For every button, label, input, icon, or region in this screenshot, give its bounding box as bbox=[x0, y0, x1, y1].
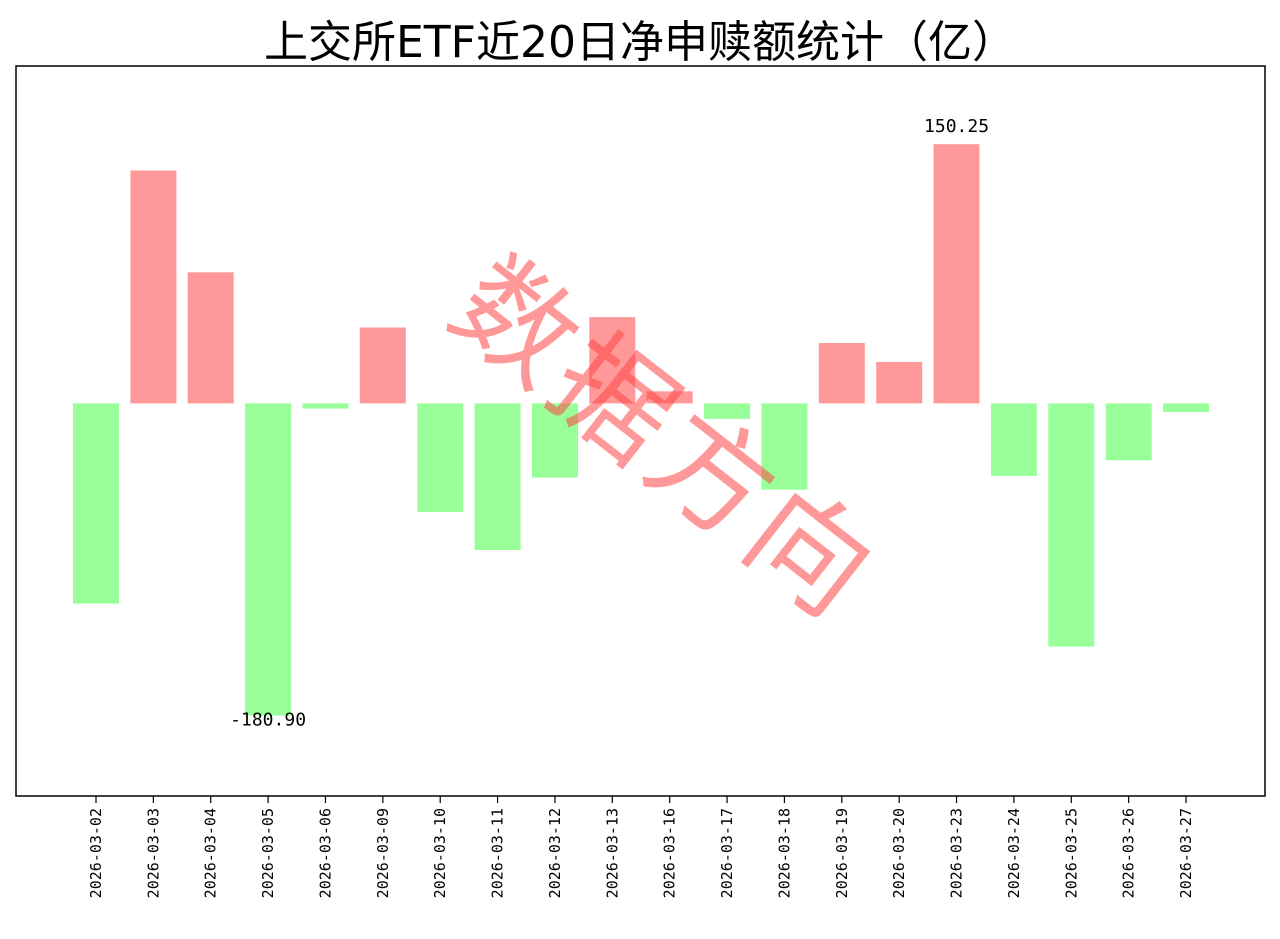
chart-title: 上交所ETF近20日净申赎额统计（亿） bbox=[264, 17, 1016, 68]
bar-2026-03-25 bbox=[1048, 403, 1095, 647]
bar-2026-03-09 bbox=[359, 327, 406, 404]
bar-2026-03-23 bbox=[933, 144, 980, 404]
x-tick-label: 2026-03-02 bbox=[87, 808, 105, 898]
x-tick-label: 2026-03-16 bbox=[661, 808, 679, 898]
plot-area-frame bbox=[15, 65, 1266, 797]
bar-2026-03-24 bbox=[990, 403, 1037, 476]
x-tick-label: 2026-03-19 bbox=[833, 808, 851, 898]
x-tick-label: 2026-03-25 bbox=[1062, 808, 1080, 898]
bar-2026-03-03 bbox=[130, 170, 177, 404]
bar-2026-03-02 bbox=[73, 403, 119, 604]
bar-2026-03-11 bbox=[474, 403, 521, 550]
x-tick-label: 2026-03-09 bbox=[374, 808, 392, 898]
data-label-2026-03-05: -180.90 bbox=[230, 710, 306, 731]
bar-2026-03-12 bbox=[532, 403, 578, 478]
bar-2026-03-04 bbox=[187, 272, 234, 404]
x-tick-label: 2026-03-11 bbox=[489, 808, 507, 898]
x-tick-label: 2026-03-13 bbox=[603, 808, 621, 898]
bars-group bbox=[73, 144, 1209, 716]
x-tick-label: 2026-03-24 bbox=[1005, 808, 1023, 898]
bar-2026-03-27 bbox=[1163, 403, 1209, 412]
bar-2026-03-06 bbox=[302, 403, 349, 409]
data-labels: -180.90 150.25 bbox=[230, 116, 989, 730]
x-tick-label: 2026-03-05 bbox=[259, 808, 277, 898]
x-axis-ticks: 2026-03-02 2026-03-03 2026-03-04 2026-03-05… bbox=[87, 796, 1195, 898]
bar-2026-03-19 bbox=[818, 343, 865, 404]
bar-2026-03-18 bbox=[761, 403, 808, 490]
x-tick-label: 2026-03-18 bbox=[775, 808, 793, 898]
x-tick-label: 2026-03-06 bbox=[316, 808, 334, 898]
bar-2026-03-26 bbox=[1105, 403, 1152, 461]
data-label-2026-03-23: 150.25 bbox=[924, 116, 989, 137]
bar-2026-03-16 bbox=[646, 391, 693, 404]
x-tick-label: 2026-03-12 bbox=[546, 808, 564, 898]
x-tick-label: 2026-03-03 bbox=[144, 808, 162, 898]
bar-2026-03-20 bbox=[876, 362, 923, 404]
x-tick-label: 2026-03-17 bbox=[718, 808, 736, 898]
x-tick-label: 2026-03-26 bbox=[1120, 808, 1138, 898]
bar-2026-03-10 bbox=[417, 403, 464, 513]
x-tick-label: 2026-03-10 bbox=[431, 808, 449, 898]
x-tick-label: 2026-03-27 bbox=[1177, 808, 1195, 898]
bar-2026-03-05 bbox=[245, 403, 292, 716]
bar-2026-03-17 bbox=[704, 403, 751, 419]
x-tick-label: 2026-03-04 bbox=[202, 808, 220, 898]
x-tick-label: 2026-03-20 bbox=[890, 808, 908, 898]
x-tick-label: 2026-03-23 bbox=[948, 808, 966, 898]
bar-2026-03-13 bbox=[589, 317, 636, 404]
